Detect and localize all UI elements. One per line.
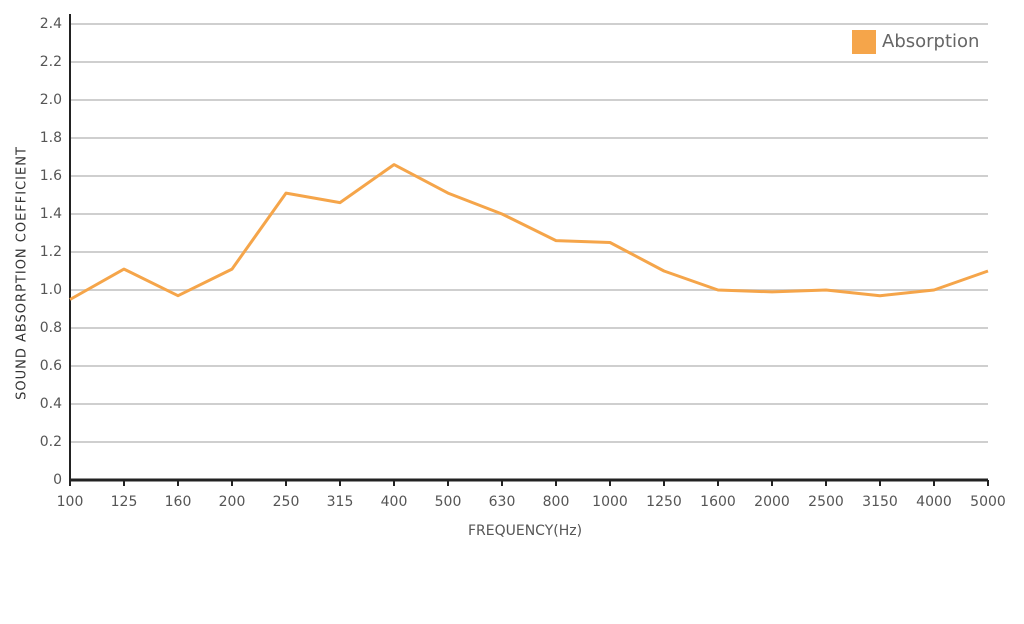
x-tick-label: 315	[327, 494, 354, 510]
x-tick-label: 2500	[808, 494, 844, 510]
x-tick-label: 2000	[754, 494, 790, 510]
x-tick-label: 1000	[592, 494, 628, 510]
y-axis-title: SOUND ABSORPTION COEFFICIENT	[15, 146, 30, 400]
y-tick-label: 1.6	[40, 168, 62, 184]
y-tick-label: 0.4	[40, 396, 62, 412]
y-tick-label: 2.4	[40, 16, 62, 32]
y-tick-label: 2.2	[40, 54, 62, 70]
x-tick-label: 500	[435, 494, 462, 510]
y-tick-label: 0.6	[40, 358, 62, 374]
y-tick-label: 2.0	[40, 92, 62, 108]
x-tick-label: 160	[165, 494, 192, 510]
x-tick-label: 5000	[970, 494, 1006, 510]
x-tick-label: 400	[381, 494, 408, 510]
x-tick-label: 3150	[862, 494, 898, 510]
x-tick-label: 200	[219, 494, 246, 510]
data-line	[69, 163, 989, 301]
legend-label: Absorption	[882, 31, 979, 52]
x-tick-label: 1250	[646, 494, 682, 510]
x-tick-label: 800	[543, 494, 570, 510]
y-tick-label: 1.8	[40, 130, 62, 146]
x-tick-label: 250	[273, 494, 300, 510]
y-tick-label: 0.8	[40, 320, 62, 336]
y-tick-label: 1.2	[40, 244, 62, 260]
y-tick-label: 0	[53, 472, 62, 488]
y-tick-label: 0.2	[40, 434, 62, 450]
y-tick-label: 1.4	[40, 206, 62, 222]
x-axis-title: FREQUENCY(Hz)	[468, 523, 582, 539]
x-tick-label: 1600	[700, 494, 736, 510]
x-tick-label: 630	[489, 494, 516, 510]
legend-swatch	[852, 30, 876, 54]
y-tick-label: 1.0	[40, 282, 62, 298]
x-tick-label: 100	[57, 494, 84, 510]
x-tick-label: 4000	[916, 494, 952, 510]
x-tick-label: 125	[111, 494, 138, 510]
